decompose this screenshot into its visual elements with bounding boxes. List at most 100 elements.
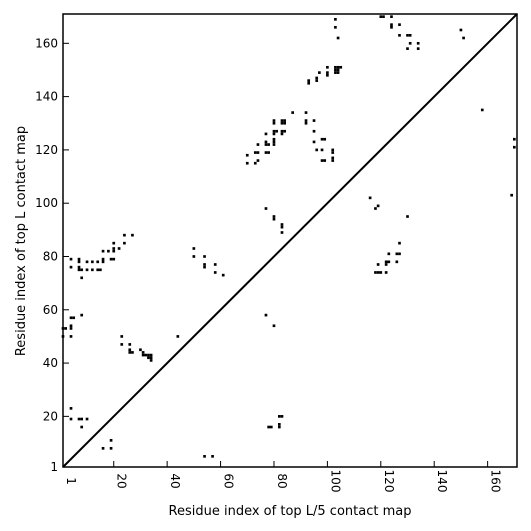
x-tick-label: 120 [382,470,396,493]
contact-point [387,252,391,256]
contact-point [269,425,273,429]
contact-point [85,260,89,264]
contact-point [376,204,380,208]
contact-point [69,335,73,338]
contact-point [334,25,337,29]
contact-point [272,132,276,136]
contact-point [69,327,73,330]
contact-point [510,193,513,197]
contact-point [320,148,324,152]
contact-point [256,143,260,146]
contact-point [398,23,401,26]
x-tick-label: 60 [222,473,236,488]
contact-point [192,247,196,250]
contact-point [72,316,76,320]
contact-point [318,71,321,74]
contact-point [331,156,335,160]
contact-point [384,271,388,274]
diagonal-line [62,13,518,468]
contact-point [390,25,393,29]
x-axis-label: Residue index of top L/5 contact map [169,504,412,519]
contact-point [312,140,316,144]
contact-point [304,119,308,122]
contact-point [395,260,399,264]
contact-point [112,249,116,253]
contact-point [272,217,276,221]
x-tick-label: 140 [435,470,449,493]
contact-point [320,159,324,162]
contact-point [280,231,284,234]
contact-point [147,356,150,360]
contact-point [336,36,340,40]
contact-point [379,15,383,18]
contact-point [334,65,337,69]
contact-point [85,417,89,421]
x-tick-label: 160 [489,470,503,493]
contact-point [406,47,409,50]
contact-point [416,41,420,45]
contact-point [323,159,327,162]
contact-point [267,143,270,146]
contact-point [384,263,388,266]
contact-point [267,151,270,154]
contact-point [77,268,81,272]
contact-point [307,79,311,82]
contact-point [120,335,124,338]
contact-point [368,196,372,200]
contact-point [69,417,73,421]
contact-point [374,207,377,210]
contact-point [280,225,284,229]
contact-point [99,268,102,272]
contact-point [253,161,257,165]
contact-point [123,233,126,237]
contact-point [80,425,84,429]
y-tick-label: 160 [35,36,58,50]
contact-point [416,47,420,50]
contact-point [80,276,84,280]
contact-point [334,18,337,21]
contact-point [256,159,260,162]
contact-point [149,359,153,362]
contact-point [221,273,225,277]
contact-point [264,207,268,210]
contact-point [69,265,73,269]
y-tick-label: 60 [43,303,58,317]
contact-point [331,148,335,152]
plot-frame [62,13,518,468]
contact-point [336,65,340,69]
contact-point [192,255,196,258]
contact-point [291,111,295,114]
contact-point [339,65,343,69]
contact-point [245,161,249,165]
y-tick-label: 40 [43,356,58,370]
contact-point [326,73,329,77]
contact-point [374,271,377,274]
contact-point [307,81,311,85]
contact-point [112,241,116,245]
contact-point [462,36,465,40]
contact-point [280,132,284,136]
contact-point [77,265,81,269]
x-tick-label: 40 [168,473,182,488]
contact-point [326,71,329,74]
contact-point [176,335,180,338]
contact-point [280,129,284,133]
contact-point [398,241,401,245]
contact-point [203,455,206,458]
contact-point [304,111,308,114]
contact-point [277,423,281,426]
contact-point [107,249,110,253]
contact-points [61,15,516,458]
contact-point [91,260,94,264]
contact-point [331,151,335,154]
contact-point [283,121,286,125]
axis-ticks: 1 20 40 60 80 100 120 140 1601204060801001201401… [35,36,503,492]
contact-point [336,68,340,72]
contact-point [264,313,268,317]
contact-point [304,121,308,125]
x-tick-label: 100 [328,470,342,493]
contact-point [398,33,401,37]
contact-point [147,353,150,357]
contact-point [120,343,124,346]
contact-point [280,121,284,125]
